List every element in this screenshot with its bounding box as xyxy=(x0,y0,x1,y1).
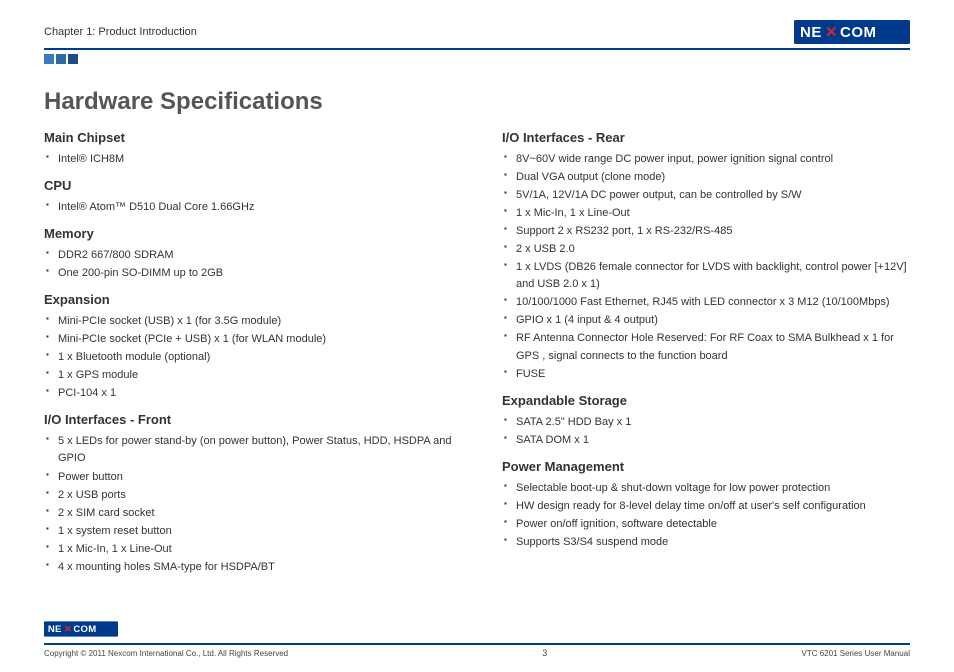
list-item: 1 x Mic-In, 1 x Line-Out xyxy=(502,205,910,222)
list-item: 1 x LVDS (DB26 female connector for LVDS… xyxy=(502,259,910,293)
list-item: HW design ready for 8-level delay time o… xyxy=(502,498,910,515)
section-heading: CPU xyxy=(44,178,452,193)
spec-list: Mini-PCIe socket (USB) x 1 (for 3.5G mod… xyxy=(44,313,452,402)
spec-list: Intel® ICH8M xyxy=(44,151,452,168)
list-item: 2 x SIM card socket xyxy=(44,505,452,522)
list-item: PCI-104 x 1 xyxy=(44,385,452,402)
list-item: Mini-PCIe socket (PCIe + USB) x 1 (for W… xyxy=(44,331,452,348)
header-rule xyxy=(44,48,910,50)
list-item: Intel® ICH8M xyxy=(44,151,452,168)
copyright-text: Copyright © 2011 Nexcom International Co… xyxy=(44,649,288,658)
svg-text:✕: ✕ xyxy=(64,624,72,635)
list-item: FUSE xyxy=(502,366,910,383)
decoration-squares xyxy=(44,54,910,64)
spec-list: Intel® Atom™ D510 Dual Core 1.66GHz xyxy=(44,199,452,216)
list-item: 8V~60V wide range DC power input, power … xyxy=(502,151,910,168)
list-item: 1 x Bluetooth module (optional) xyxy=(44,349,452,366)
list-item: 10/100/1000 Fast Ethernet, RJ45 with LED… xyxy=(502,294,910,311)
left-column: Main Chipset Intel® ICH8M CPU Intel® Atom™ … xyxy=(44,130,452,582)
section-heading: Expansion xyxy=(44,292,452,307)
spec-list: Selectable boot-up & shut-down voltage f… xyxy=(502,480,910,551)
chapter-label: Chapter 1: Product Introduction xyxy=(44,26,197,38)
list-item: DDR2 667/800 SDRAM xyxy=(44,247,452,264)
spec-list: SATA 2.5" HDD Bay x 1SATA DOM x 1 xyxy=(502,414,910,449)
list-item: 1 x GPS module xyxy=(44,367,452,384)
brand-logo: NE ✕ COM xyxy=(794,20,910,44)
list-item: Power on/off ignition, software detectab… xyxy=(502,516,910,533)
brand-logo-footer: NE ✕ COM xyxy=(44,621,118,637)
list-item: RF Antenna Connector Hole Reserved: For … xyxy=(502,330,910,364)
list-item: 1 x Mic-In, 1 x Line-Out xyxy=(44,541,452,558)
page-number: 3 xyxy=(542,648,547,658)
list-item: Power button xyxy=(44,469,452,486)
square-icon xyxy=(44,54,54,64)
list-item: GPIO x 1 (4 input & 4 output) xyxy=(502,312,910,329)
list-item: Supports S3/S4 suspend mode xyxy=(502,534,910,551)
spec-list: 5 x LEDs for power stand-by (on power bu… xyxy=(44,433,452,575)
square-icon xyxy=(68,54,78,64)
document-name: VTC 6201 Series User Manual xyxy=(801,649,910,658)
section-heading: I/O Interfaces - Front xyxy=(44,412,452,427)
list-item: 5 x LEDs for power stand-by (on power bu… xyxy=(44,433,452,467)
section-heading: Power Management xyxy=(502,459,910,474)
section-heading: Memory xyxy=(44,226,452,241)
section-heading: Expandable Storage xyxy=(502,393,910,408)
list-item: Support 2 x RS232 port, 1 x RS-232/RS-48… xyxy=(502,223,910,240)
svg-text:NE: NE xyxy=(800,24,822,41)
right-column: I/O Interfaces - Rear 8V~60V wide range D… xyxy=(502,130,910,582)
list-item: 2 x USB ports xyxy=(44,487,452,504)
list-item: 4 x mounting holes SMA-type for HSDPA/BT xyxy=(44,559,452,576)
page-title: Hardware Specifications xyxy=(44,88,910,116)
list-item: SATA DOM x 1 xyxy=(502,432,910,449)
section-heading: I/O Interfaces - Rear xyxy=(502,130,910,145)
svg-text:COM: COM xyxy=(73,624,96,635)
list-item: SATA 2.5" HDD Bay x 1 xyxy=(502,414,910,431)
footer-rule xyxy=(44,643,910,645)
list-item: 1 x system reset button xyxy=(44,523,452,540)
list-item: Intel® Atom™ D510 Dual Core 1.66GHz xyxy=(44,199,452,216)
list-item: Dual VGA output (clone mode) xyxy=(502,169,910,186)
spec-list: 8V~60V wide range DC power input, power … xyxy=(502,151,910,383)
svg-text:NE: NE xyxy=(48,624,62,635)
list-item: One 200-pin SO-DIMM up to 2GB xyxy=(44,265,452,282)
square-icon xyxy=(56,54,66,64)
section-heading: Main Chipset xyxy=(44,130,452,145)
svg-text:COM: COM xyxy=(840,24,877,41)
spec-list: DDR2 667/800 SDRAMOne 200-pin SO-DIMM up… xyxy=(44,247,452,282)
list-item: 2 x USB 2.0 xyxy=(502,241,910,258)
list-item: Mini-PCIe socket (USB) x 1 (for 3.5G mod… xyxy=(44,313,452,330)
list-item: Selectable boot-up & shut-down voltage f… xyxy=(502,480,910,497)
svg-text:✕: ✕ xyxy=(825,24,838,41)
list-item: 5V/1A, 12V/1A DC power output, can be co… xyxy=(502,187,910,204)
